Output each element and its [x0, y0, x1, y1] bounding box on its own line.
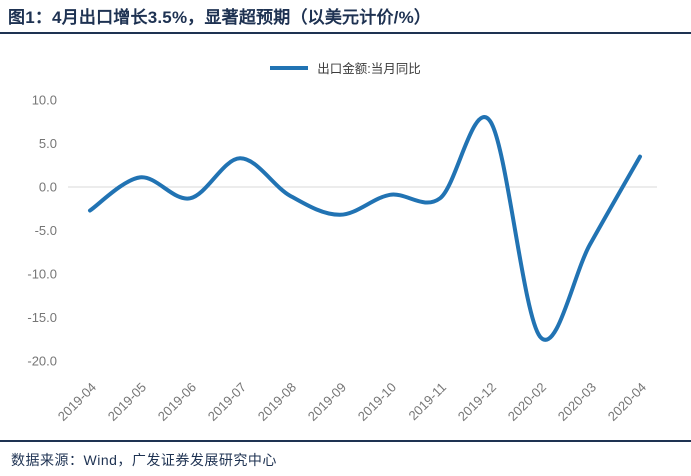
- x-tick-label: 2020-04: [605, 380, 649, 424]
- y-tick-label: 0.0: [39, 180, 57, 195]
- x-tick-label: 2020-02: [505, 380, 549, 424]
- x-tick-label: 2019-11: [405, 380, 449, 424]
- y-tick-label: -20.0: [27, 354, 57, 369]
- title-divider: [0, 32, 691, 34]
- series-line-export-yoy: [88, 115, 642, 342]
- x-tick-label: 2020-03: [555, 380, 599, 424]
- legend: 出口金额:当月同比: [0, 58, 691, 77]
- x-tick-label: 2019-10: [355, 380, 399, 424]
- x-tick-label: 2019-12: [455, 380, 499, 424]
- y-tick-label: -15.0: [27, 310, 57, 325]
- y-tick-label: -10.0: [27, 267, 57, 282]
- x-tick-label: 2019-05: [105, 380, 149, 424]
- source-note: 数据来源：Wind，广发证券发展研究中心: [11, 452, 277, 468]
- footer-divider: [0, 440, 691, 442]
- x-tick-label: 2019-09: [305, 380, 349, 424]
- y-tick-label: 10.0: [32, 93, 57, 108]
- x-tick-label: 2019-06: [155, 380, 199, 424]
- y-tick-label: -5.0: [35, 223, 57, 238]
- legend-label: 出口金额:当月同比: [317, 62, 421, 76]
- x-tick-label: 2019-07: [205, 380, 249, 424]
- legend-line-marker: [270, 65, 309, 70]
- figure-title: 图1：4月出口增长3.5%，显著超预期（以美元计价/%）: [8, 8, 432, 27]
- x-tick-label: 2019-04: [55, 380, 99, 424]
- y-tick-label: 5.0: [39, 136, 57, 151]
- x-tick-label: 2019-08: [255, 380, 299, 424]
